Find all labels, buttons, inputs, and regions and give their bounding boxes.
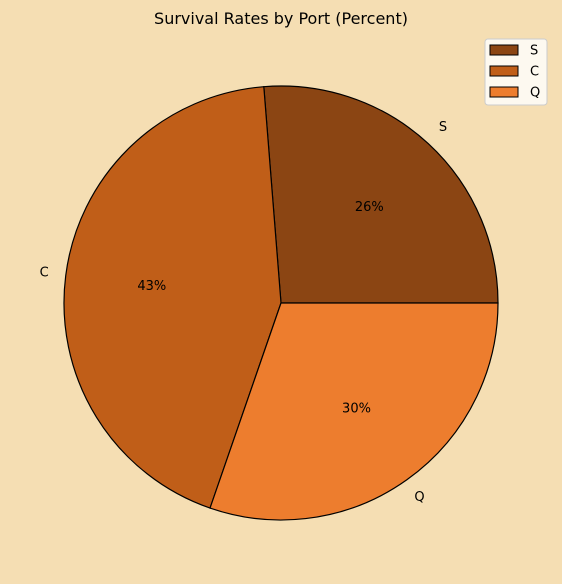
legend-label-c: C [530,65,539,80]
legend-swatch-q [490,87,518,97]
slice-label-c: C [40,265,49,280]
slice-label-s: S [439,120,447,135]
pie-slices [64,86,498,520]
slice-label-q: Q [414,490,424,505]
legend-swatch-s [490,45,518,55]
legend: SCQ [485,39,547,105]
percent-label-c: 43% [137,279,166,294]
legend-label-s: S [530,44,538,59]
legend-swatch-c [490,66,518,76]
chart-title: Survival Rates by Port (Percent) [154,9,408,28]
pie-slice-s [264,86,498,303]
percent-label-q: 30% [342,402,371,417]
legend-label-q: Q [530,86,540,101]
percent-label-s: 26% [355,200,384,215]
